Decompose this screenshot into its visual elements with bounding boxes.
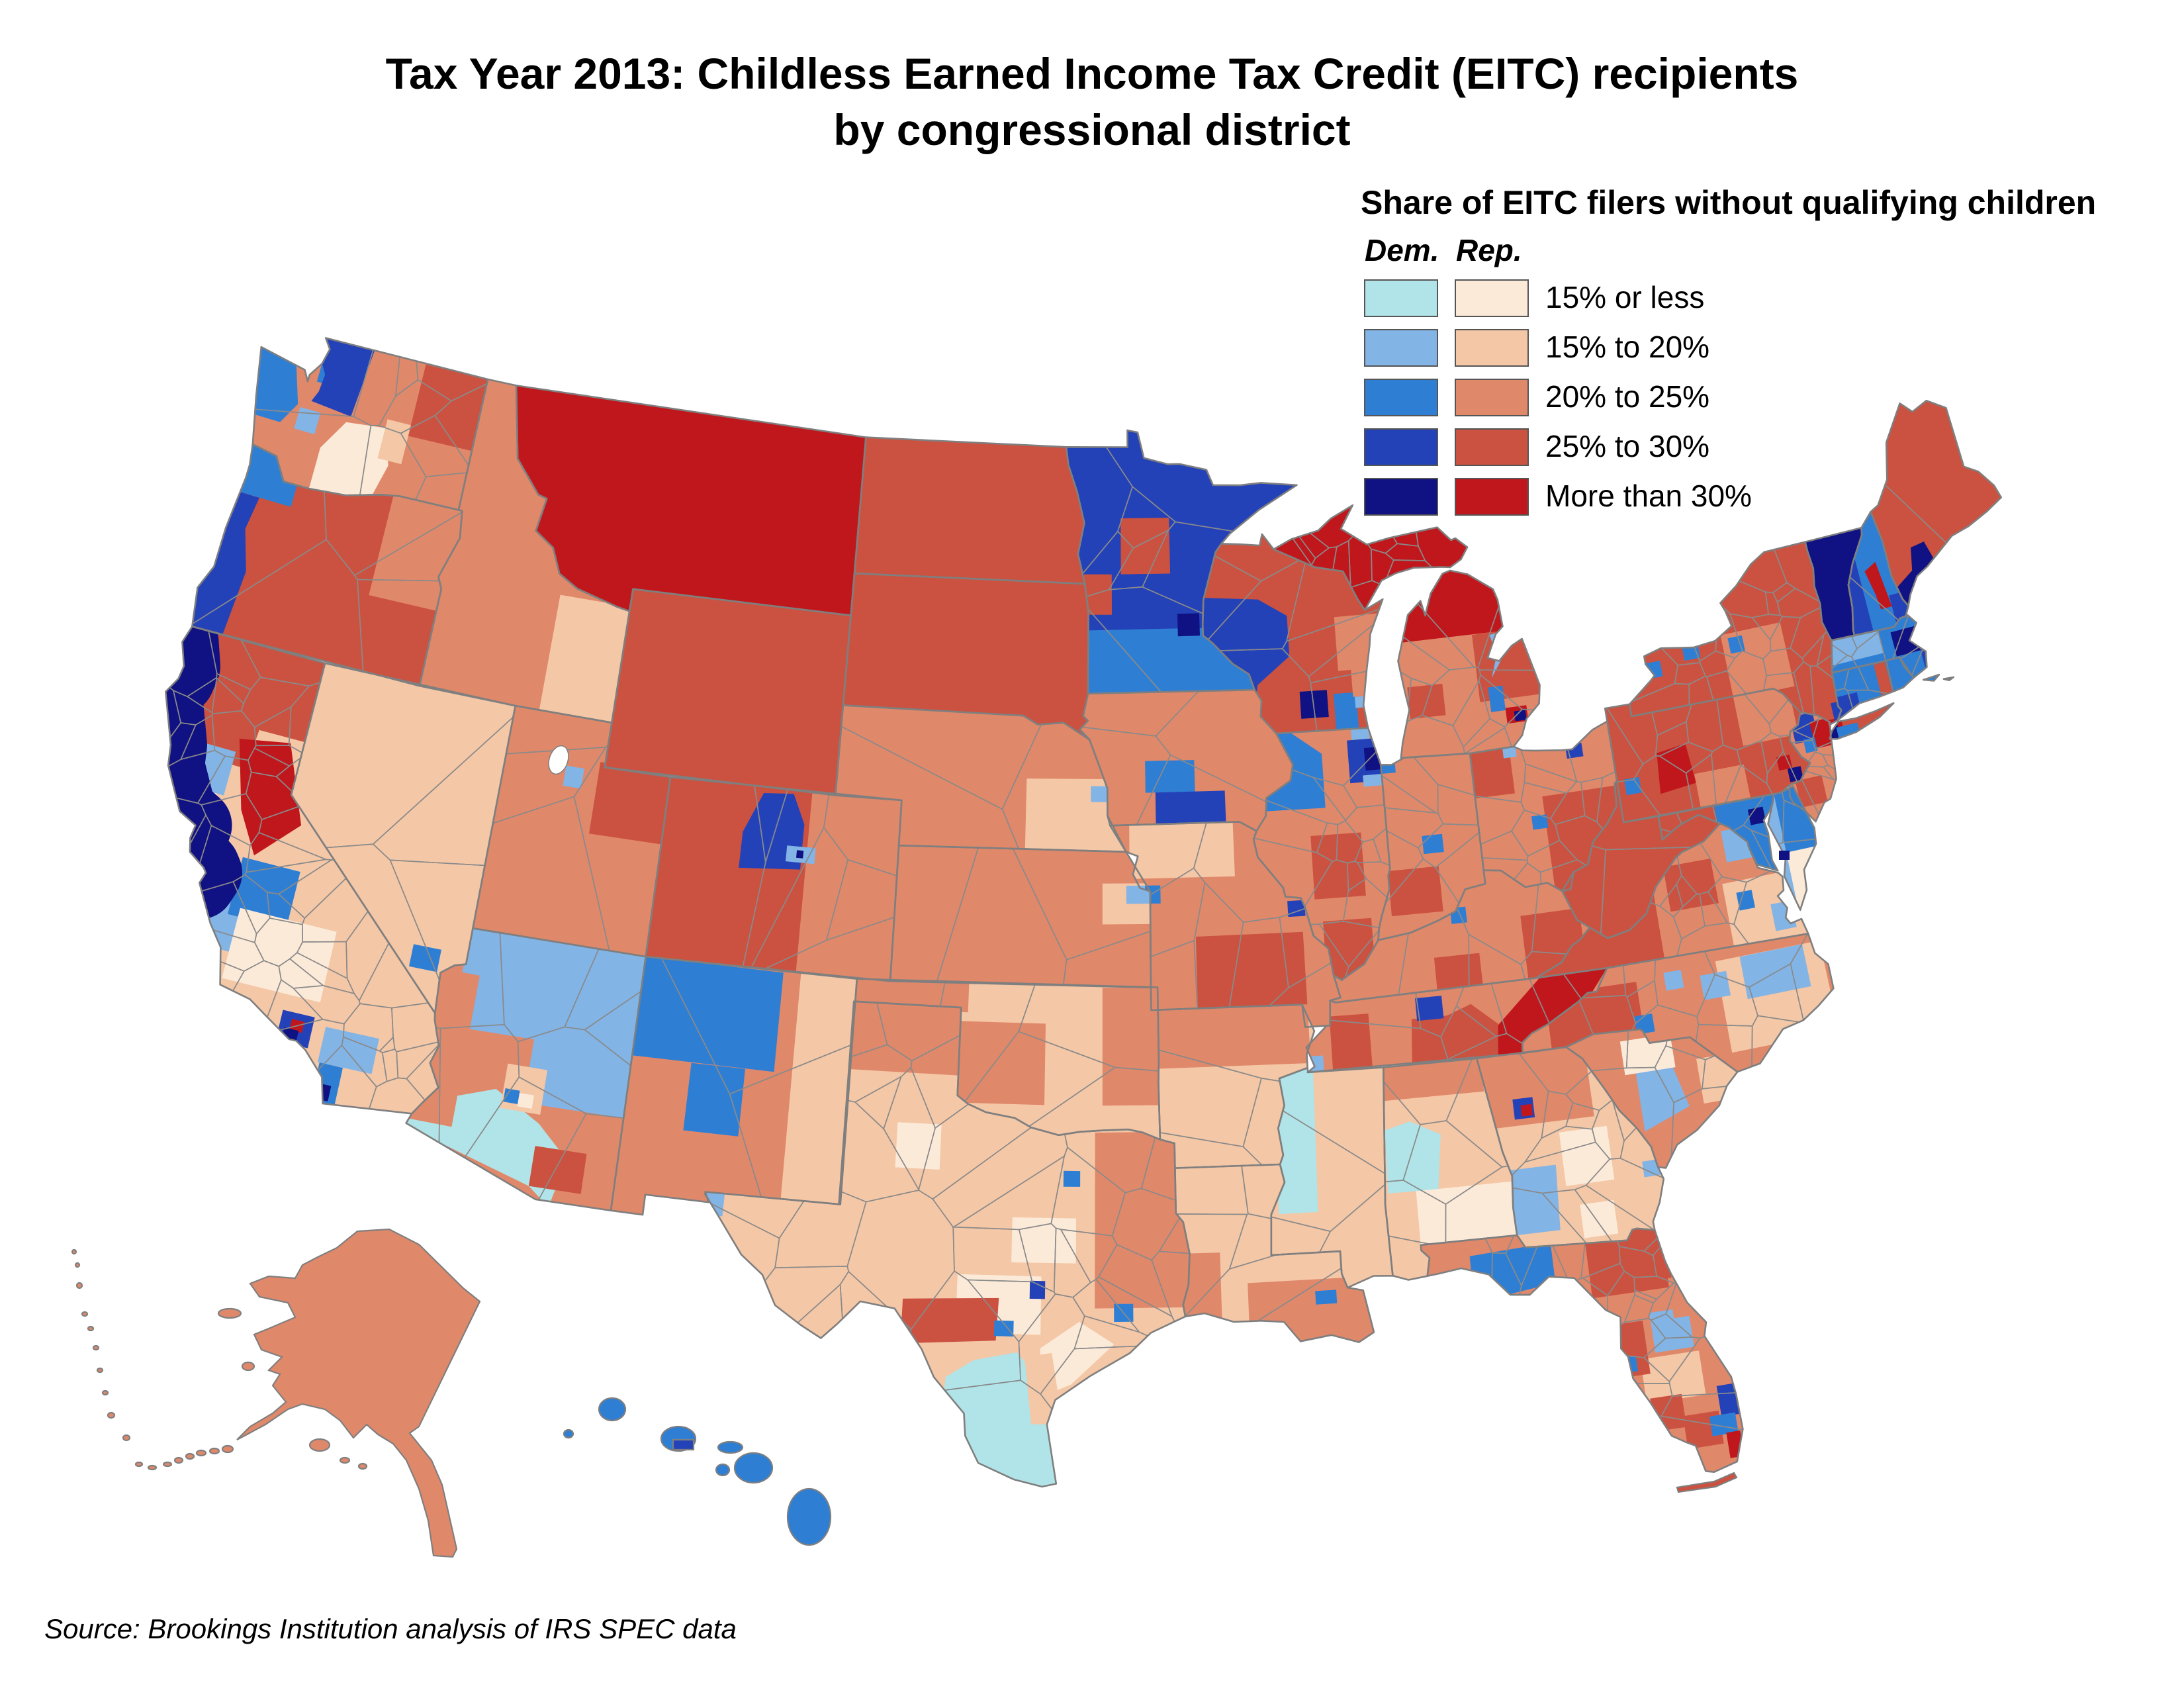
svg-text:20% to 25%: 20% to 25%	[1545, 379, 1709, 414]
svg-text:Rep.: Rep.	[1456, 233, 1522, 267]
svg-text:15% to 20%: 15% to 20%	[1545, 330, 1709, 364]
svg-text:15% or less: 15% or less	[1545, 280, 1704, 314]
svg-text:Source: Brookings Institution: Source: Brookings Institution analysis o…	[44, 1613, 737, 1644]
svg-text:25% to 30%: 25% to 30%	[1545, 429, 1709, 463]
svg-text:Tax Year 2013: Childless Earne: Tax Year 2013: Childless Earned Income T…	[386, 49, 1799, 98]
svg-text:by congressional district: by congressional district	[833, 105, 1350, 154]
svg-text:Dem.: Dem.	[1365, 233, 1439, 267]
svg-text:More than 30%: More than 30%	[1545, 479, 1752, 513]
svg-text:Share of EITC filers without q: Share of EITC filers without qualifying …	[1361, 184, 2096, 221]
